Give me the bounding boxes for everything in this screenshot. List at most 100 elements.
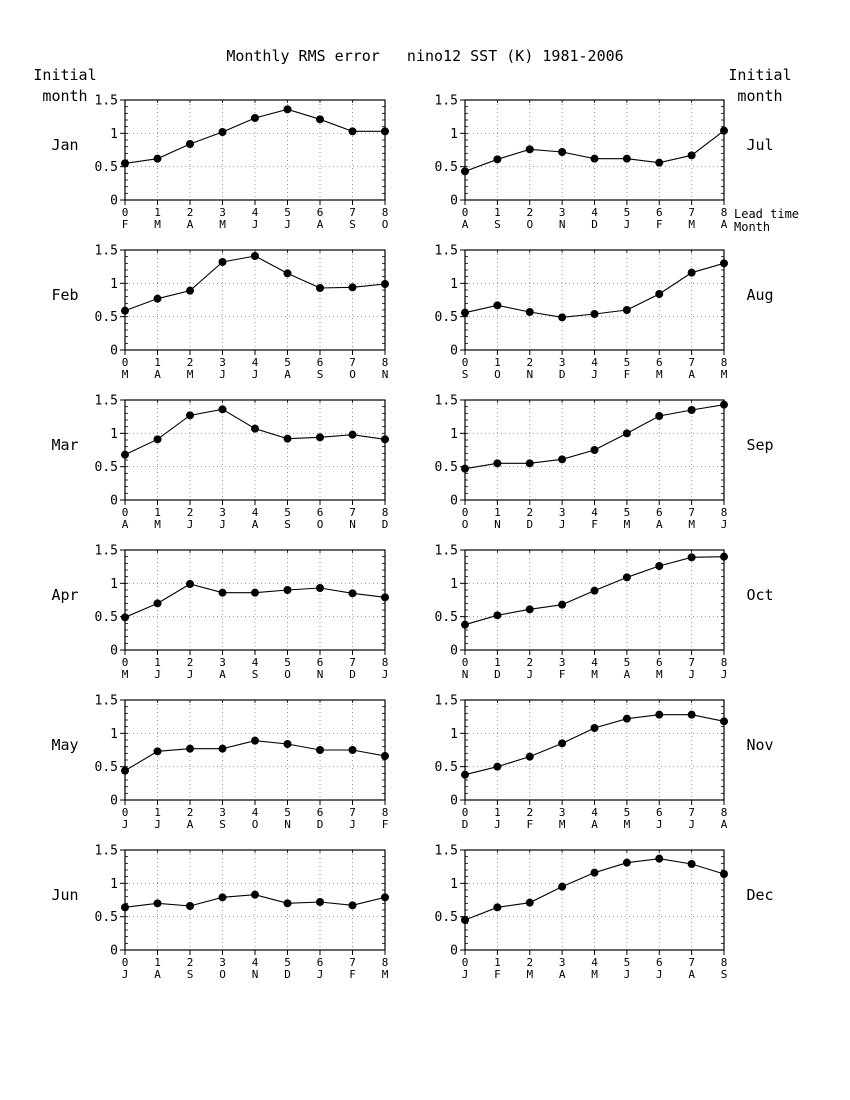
data-point xyxy=(525,459,534,468)
x-tick-label: 0 xyxy=(462,206,469,219)
data-point xyxy=(655,562,664,570)
data-point xyxy=(381,752,389,760)
x-tick-label: 8 xyxy=(382,806,389,819)
month-tick-label: S xyxy=(494,218,501,231)
month-tick-label: N xyxy=(559,218,566,231)
y-tick-label: 0.5 xyxy=(435,460,458,475)
x-tick-label: 4 xyxy=(252,806,259,819)
y-tick-label: 0.5 xyxy=(95,310,118,325)
month-tick-label: M xyxy=(656,368,663,381)
x-tick-label: 0 xyxy=(122,956,129,969)
x-tick-label: 1 xyxy=(494,506,501,519)
y-tick-label: 1.5 xyxy=(95,394,118,409)
x-tick-label: 7 xyxy=(349,656,356,669)
x-tick-label: 0 xyxy=(462,506,469,519)
x-tick-label: 4 xyxy=(252,206,259,219)
data-point xyxy=(251,424,259,433)
month-tick-label: O xyxy=(219,968,226,981)
x-tick-label: 3 xyxy=(219,656,226,669)
x-tick-label: 0 xyxy=(122,656,129,669)
month-tick-label: J xyxy=(688,668,695,681)
x-tick-label: 1 xyxy=(494,956,501,969)
data-point xyxy=(558,600,567,609)
month-tick-label: M xyxy=(591,968,598,981)
panel-label-sep: Sep xyxy=(746,436,773,454)
month-tick-label: S xyxy=(187,968,194,981)
data-point xyxy=(381,127,389,136)
x-tick-label: 7 xyxy=(688,806,695,819)
y-tick-label: 0 xyxy=(450,344,458,359)
month-tick-label: D xyxy=(494,668,501,681)
x-tick-label: 3 xyxy=(559,356,566,369)
y-tick-label: 0.5 xyxy=(435,610,458,625)
data-point xyxy=(461,770,469,779)
x-tick-label: 0 xyxy=(462,356,469,369)
month-tick-label: J xyxy=(284,218,291,231)
month-tick-label: F xyxy=(122,218,129,231)
y-tick-label: 0 xyxy=(110,644,118,659)
month-tick-label: J xyxy=(462,968,469,981)
x-tick-label: 2 xyxy=(526,956,533,969)
x-tick-label: 4 xyxy=(252,656,259,669)
data-point xyxy=(687,268,696,277)
y-tick-label: 0.5 xyxy=(435,310,458,325)
data-point xyxy=(558,455,567,464)
data-point xyxy=(121,903,129,912)
data-point xyxy=(251,588,259,597)
data-point xyxy=(316,746,324,754)
y-tick-label: 0 xyxy=(110,344,118,359)
data-point xyxy=(461,308,469,317)
y-tick-label: 0.5 xyxy=(435,760,458,775)
y-tick-label: 0.5 xyxy=(435,910,458,925)
data-point xyxy=(121,306,129,315)
y-tick-label: 1.5 xyxy=(435,244,458,259)
month-tick-label: M xyxy=(122,368,129,381)
month-tick-label: J xyxy=(219,518,226,531)
data-point xyxy=(590,446,599,454)
x-tick-label: 8 xyxy=(721,806,728,819)
y-tick-label: 1 xyxy=(450,277,458,292)
month-tick-label: A xyxy=(154,968,161,981)
panel-label-feb: Feb xyxy=(51,286,78,304)
left-header-line-2: month xyxy=(42,87,87,105)
data-point xyxy=(218,128,227,136)
data-point xyxy=(218,588,227,597)
month-tick-label: N xyxy=(382,368,389,381)
y-tick-label: 1 xyxy=(450,877,458,892)
month-tick-label: O xyxy=(284,668,291,681)
panel-label-jan: Jan xyxy=(51,136,78,154)
month-tick-label: M xyxy=(526,968,533,981)
y-tick-label: 0 xyxy=(110,944,118,959)
x-tick-label: 8 xyxy=(721,506,728,519)
month-tick-label: M xyxy=(559,818,566,831)
x-tick-label: 7 xyxy=(349,356,356,369)
month-tick-label: F xyxy=(559,668,566,681)
x-tick-label: 3 xyxy=(559,506,566,519)
x-tick-label: 7 xyxy=(688,506,695,519)
x-tick-label: 5 xyxy=(624,356,631,369)
data-point xyxy=(687,860,696,868)
y-tick-label: 1.5 xyxy=(95,694,118,709)
month-tick-label: A xyxy=(688,368,695,381)
month-tick-label: J xyxy=(688,818,695,831)
data-point xyxy=(655,412,664,420)
data-point xyxy=(381,280,389,288)
month-tick-label: D xyxy=(462,818,469,831)
month-tick-label: D xyxy=(284,968,291,981)
data-point xyxy=(720,717,728,726)
month-tick-label: A xyxy=(721,818,728,831)
x-tick-label: 6 xyxy=(656,206,663,219)
month-tick-label: M xyxy=(154,218,161,231)
month-tick-label: O xyxy=(526,218,533,231)
data-point xyxy=(251,114,259,122)
data-point xyxy=(186,580,194,588)
data-point xyxy=(218,744,227,753)
data-point xyxy=(622,429,631,438)
data-point xyxy=(316,584,324,592)
